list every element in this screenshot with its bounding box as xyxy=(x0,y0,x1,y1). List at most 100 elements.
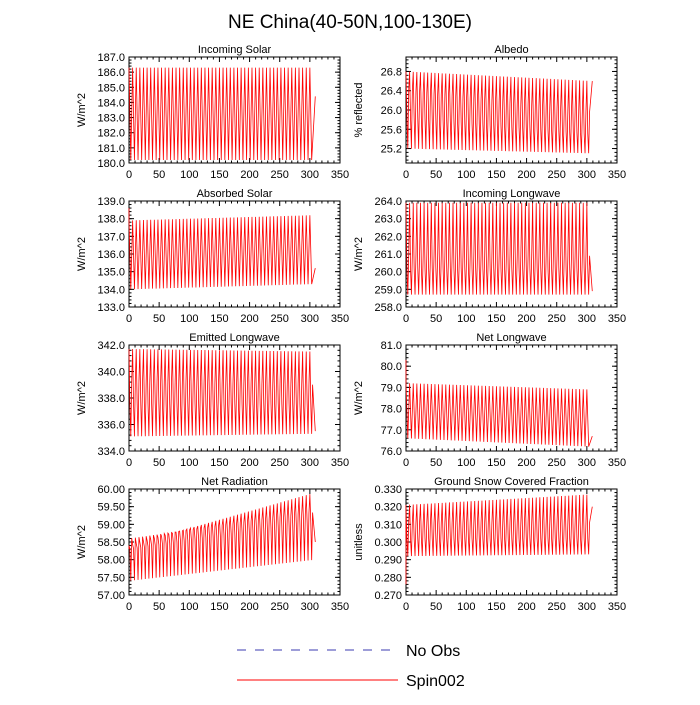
y-tick-label: 58.50 xyxy=(97,537,125,549)
y-tick-label: 59.00 xyxy=(97,519,125,531)
y-axis-label: W/m^2 xyxy=(76,525,88,559)
x-tick-label: 150 xyxy=(210,457,228,469)
y-tick-label: 182.0 xyxy=(97,128,125,140)
y-tick-label: 180.0 xyxy=(97,158,125,170)
y-axis-label: W/m^2 xyxy=(353,381,365,415)
panel-ground-snow-covered-fraction: Ground Snow Covered Fraction unitless 0 50 1… xyxy=(353,476,626,613)
panels: Incoming Solar W/m^2 0 50 100 150 200 250 300 350… xyxy=(76,44,626,613)
y-tick-label: 0.290 xyxy=(374,555,402,567)
x-tick-label: 300 xyxy=(301,169,319,181)
y-axis-label: W/m^2 xyxy=(76,237,88,271)
x-tick-label: 250 xyxy=(271,313,289,325)
series-line-spin002 xyxy=(405,71,593,154)
x-tick-label: 100 xyxy=(457,457,475,469)
x-tick-label: 150 xyxy=(487,457,505,469)
panel-incoming-longwave: Incoming Longwave W/m^2 0 50 100 150 200 250 300… xyxy=(353,188,626,325)
x-tick-label: 150 xyxy=(487,313,505,325)
series-line-spin002 xyxy=(128,67,316,160)
x-tick-label: 200 xyxy=(517,457,535,469)
y-tick-label: 80.0 xyxy=(381,361,402,373)
x-tick-label: 100 xyxy=(180,601,198,613)
x-tick-label: 100 xyxy=(457,169,475,181)
y-tick-label: 0.300 xyxy=(374,537,402,549)
y-axis-label: % reflected xyxy=(353,82,365,137)
y-tick-label: 340.0 xyxy=(97,367,125,379)
x-tick-label: 100 xyxy=(180,457,198,469)
x-tick-label: 250 xyxy=(548,601,566,613)
x-tick-label: 300 xyxy=(578,169,596,181)
x-tick-label: 0 xyxy=(126,169,132,181)
x-tick-label: 350 xyxy=(331,457,349,469)
panel-title: Net Longwave xyxy=(476,332,546,344)
y-tick-label: 334.0 xyxy=(97,446,125,458)
x-tick-label: 0 xyxy=(403,457,409,469)
x-tick-label: 200 xyxy=(240,601,258,613)
x-tick-label: 0 xyxy=(403,169,409,181)
x-tick-label: 350 xyxy=(331,169,349,181)
x-tick-label: 200 xyxy=(240,457,258,469)
y-tick-label: 185.0 xyxy=(97,82,125,94)
y-tick-label: 59.50 xyxy=(97,502,125,514)
x-tick-label: 0 xyxy=(126,601,132,613)
x-tick-label: 50 xyxy=(430,457,442,469)
y-tick-label: 79.0 xyxy=(381,382,402,394)
series-line-spin002 xyxy=(128,348,316,437)
x-tick-label: 250 xyxy=(271,601,289,613)
x-tick-label: 300 xyxy=(301,313,319,325)
x-tick-label: 350 xyxy=(608,313,626,325)
series-line-spin002 xyxy=(128,208,316,290)
x-tick-label: 300 xyxy=(578,457,596,469)
y-tick-label: 77.0 xyxy=(381,425,402,437)
x-tick-label: 100 xyxy=(457,601,475,613)
panel-net-longwave: Net Longwave W/m^2 0 50 100 150 200 250 300 350 76… xyxy=(353,332,626,469)
y-tick-label: 81.0 xyxy=(381,340,402,352)
x-tick-label: 350 xyxy=(608,169,626,181)
x-tick-label: 0 xyxy=(403,601,409,613)
y-tick-label: 263.0 xyxy=(374,214,402,226)
x-tick-label: 250 xyxy=(548,457,566,469)
x-tick-label: 200 xyxy=(240,169,258,181)
panel-absorbed-solar: Absorbed Solar W/m^2 0 50 100 150 200 250 300 350… xyxy=(76,188,349,325)
x-tick-label: 50 xyxy=(430,313,442,325)
y-tick-label: 138.0 xyxy=(97,214,125,226)
y-tick-label: 0.310 xyxy=(374,519,402,531)
y-tick-label: 135.0 xyxy=(97,267,125,279)
x-tick-label: 200 xyxy=(240,313,258,325)
y-tick-label: 76.0 xyxy=(381,446,402,458)
x-tick-label: 50 xyxy=(153,457,165,469)
y-axis-label: unitless xyxy=(353,523,365,561)
panel-title: Net Radiation xyxy=(201,476,268,488)
y-tick-label: 0.330 xyxy=(374,484,402,496)
y-axis-label: W/m^2 xyxy=(76,381,88,415)
x-tick-label: 150 xyxy=(210,601,228,613)
x-tick-label: 200 xyxy=(517,601,535,613)
x-tick-label: 100 xyxy=(457,313,475,325)
x-tick-label: 0 xyxy=(126,313,132,325)
y-tick-label: 57.50 xyxy=(97,572,125,584)
y-tick-label: 136.0 xyxy=(97,249,125,261)
plot-frame xyxy=(405,344,618,452)
y-tick-label: 184.0 xyxy=(97,97,125,109)
x-tick-label: 100 xyxy=(180,313,198,325)
x-tick-label: 100 xyxy=(180,169,198,181)
x-tick-label: 350 xyxy=(608,457,626,469)
y-tick-label: 78.0 xyxy=(381,404,402,416)
y-tick-label: 259.0 xyxy=(374,284,402,296)
plot-frame xyxy=(128,56,341,164)
y-tick-label: 264.0 xyxy=(374,196,402,208)
panel-title: Ground Snow Covered Fraction xyxy=(434,476,589,488)
x-tick-label: 150 xyxy=(210,313,228,325)
x-tick-label: 50 xyxy=(153,601,165,613)
y-tick-label: 0.270 xyxy=(374,590,402,602)
x-tick-label: 300 xyxy=(301,601,319,613)
y-tick-label: 26.0 xyxy=(381,105,402,117)
y-tick-label: 57.00 xyxy=(97,590,125,602)
y-tick-label: 181.0 xyxy=(97,143,125,155)
x-tick-label: 150 xyxy=(210,169,228,181)
panel-title: Emitted Longwave xyxy=(189,332,280,344)
series-line-spin002 xyxy=(405,494,593,585)
y-tick-label: 262.0 xyxy=(374,231,402,243)
x-tick-label: 250 xyxy=(548,313,566,325)
x-tick-label: 50 xyxy=(430,601,442,613)
